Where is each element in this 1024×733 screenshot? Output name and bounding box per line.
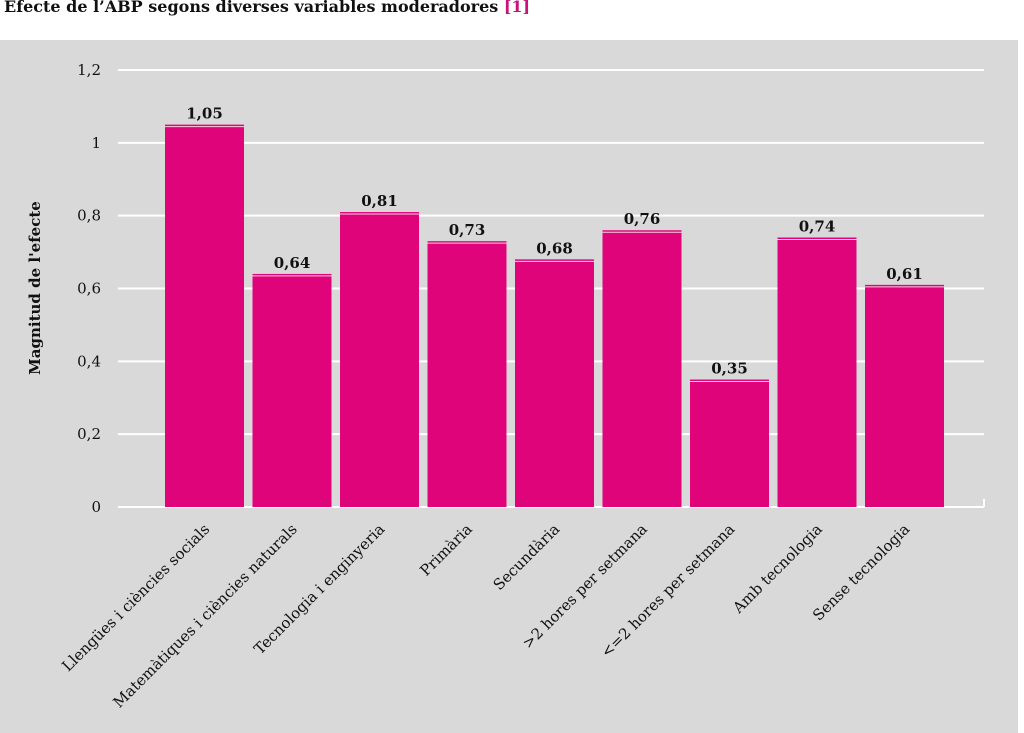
value-label: 0,35 — [711, 360, 748, 378]
bar — [340, 212, 419, 507]
y-tick-label: 0 — [91, 498, 101, 516]
bar — [515, 259, 594, 507]
x-category-label: Primària — [416, 520, 476, 580]
value-label: 0,68 — [536, 239, 573, 257]
y-axis-ticks: 0 0,2 0,4 0,6 0,8 1 1,2 — [77, 61, 101, 516]
value-label: 0,76 — [624, 210, 661, 228]
bar — [602, 230, 682, 507]
y-tick-label: 0,4 — [77, 352, 101, 370]
bar — [252, 273, 332, 507]
x-category-label: Matemàtiques i ciències naturals — [110, 520, 301, 711]
bar — [427, 241, 507, 508]
bars — [165, 124, 944, 508]
value-labels: 1,05 0,64 0,81 0,73 0,68 0,76 0,35 0,74 0,61 — [186, 105, 923, 378]
value-label: 1,05 — [186, 105, 223, 123]
bar — [690, 379, 769, 507]
reference-marker: [1] — [503, 0, 531, 16]
bar — [865, 284, 944, 507]
x-axis-labels: Llengües i ciències socialsMatemàtiques … — [58, 520, 913, 711]
chart-title: Efecte de l’ABP segons diverses variable… — [4, 0, 530, 16]
y-tick-label: 0,8 — [77, 207, 101, 225]
bar — [165, 124, 244, 507]
y-tick-label: 0,2 — [77, 425, 101, 443]
y-tick-label: 0,6 — [77, 280, 101, 298]
y-tick-label: 1,2 — [77, 61, 101, 79]
y-axis-label: Magnitud de l'efecte — [26, 201, 44, 375]
value-label: 0,74 — [799, 218, 836, 236]
value-label: 0,81 — [361, 192, 398, 210]
x-category-label: Secundària — [490, 520, 564, 594]
x-category-label: Llengües i ciències socials — [58, 520, 213, 675]
value-label: 0,61 — [886, 265, 923, 283]
value-label: 0,73 — [449, 221, 486, 239]
value-label: 0,64 — [274, 254, 311, 272]
x-category-label: Sense tecnologia — [809, 520, 913, 624]
y-tick-label: 1 — [91, 134, 101, 152]
chart-title-text: Efecte de l’ABP segons diverses variable… — [4, 0, 499, 16]
x-category-label: Amb tecnologia — [729, 520, 826, 617]
bar — [777, 237, 857, 507]
